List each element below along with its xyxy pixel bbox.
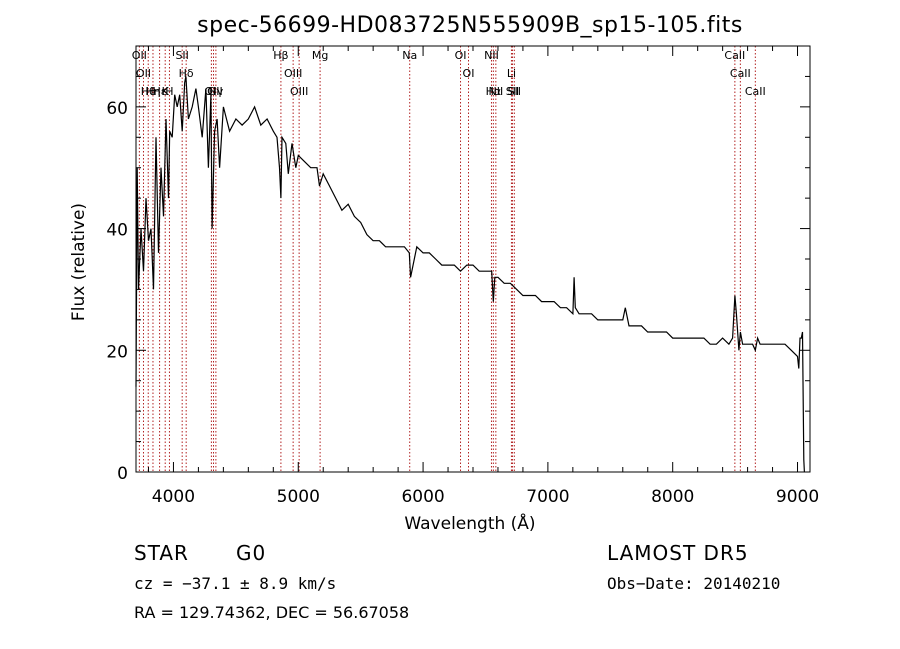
line-label-5: K [162,85,170,98]
line-label-23: Li [507,67,516,80]
line-label-12: Hβ [273,49,288,62]
x-tick-label-2: 6000 [401,487,444,507]
line-label-21: NII [488,85,503,98]
x-tick-label-3: 7000 [526,487,569,507]
y-axis-label: Flux (relative) [69,203,89,321]
line-label-16: Na [402,49,417,62]
spectral-line-markers [138,46,756,472]
line-label-24: SII [508,85,521,98]
line-label-8: Hδ [179,67,194,80]
line-label-0: Hθ [141,85,156,98]
y-tick-label-3: 60 [106,99,128,119]
line-label-7: SII [175,49,188,62]
x-tick-label-5: 9000 [776,487,819,507]
chart-title: spec-56699-HD083725N555909B_sp15-105.fit… [197,13,743,38]
line-label-22: SII [506,85,519,98]
x-tick-label-4: 8000 [651,487,694,507]
x-tick-label-1: 5000 [277,487,320,507]
line-label-17: OI [455,49,467,62]
redshift-velocity: cz = −37.1 ± 8.9 km/s [134,574,337,593]
line-label-2: OII [136,67,151,80]
spectrum-series-line [135,76,805,473]
line-label-11: G [207,85,216,98]
y-tick-label-2: 40 [106,221,128,241]
line-label-15: Mg [312,49,328,62]
line-label-9: OIII [204,85,222,98]
line-label-3: Hη [145,85,160,98]
y-tick-label-0: 0 [117,464,128,484]
x-axis-label: Wavelength (Å) [404,512,535,534]
line-label-19: NII [484,49,499,62]
line-label-27: CaII [745,85,766,98]
object-subclass: G0 [236,541,267,565]
line-label-4: Hε [152,85,166,98]
line-label-18: OI [463,67,475,80]
coordinates: RA = 129.74362, DEC = 56.67058 [134,603,410,622]
observation-date: Obs−Date: 20140210 [607,574,781,593]
line-label-6: H [165,85,173,98]
x-tick-label-0: 4000 [152,487,195,507]
survey-name: LAMOST DR5 [607,541,749,565]
line-label-1: OII [132,49,147,62]
x-axis-ticks: 4000 5000 6000 7000 8000 9000 [147,46,819,507]
line-label-14: OIII [290,85,308,98]
plot-frame [135,45,811,473]
object-class: STAR [134,541,189,565]
line-label-13: OIII [284,67,302,80]
line-label-25: CaII [724,49,745,62]
y-tick-label-1: 20 [106,342,128,362]
y-axis-ticks: 0 20 40 60 [106,75,810,484]
line-label-10: Hγ [208,85,223,98]
line-label-26: CaII [730,67,751,80]
line-label-20: Hα [486,85,502,98]
